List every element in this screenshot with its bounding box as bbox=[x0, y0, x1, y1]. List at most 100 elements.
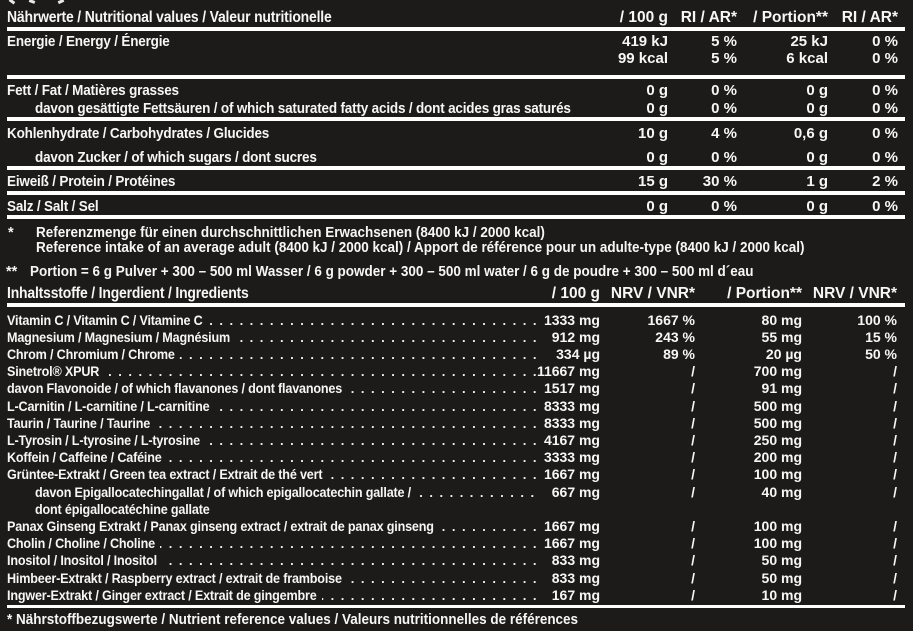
value-portion: 0,6 g bbox=[793, 125, 828, 142]
divider bbox=[7, 166, 905, 170]
nutrient-row: davon gesättigte Fettsäuren / of which s… bbox=[0, 100, 913, 117]
nrv-per-100g: / bbox=[691, 380, 695, 397]
nutrient-label: Fett / Fat / Matières grasses bbox=[7, 82, 185, 99]
nrv-per-100g: / bbox=[691, 535, 695, 552]
amount-per-100g: 8333 mg bbox=[543, 414, 600, 431]
nutrient-row: Kohlenhydrate / Carbohydrates / Glucides… bbox=[0, 125, 913, 142]
value-portion: 25 kJ 6 kcal bbox=[786, 33, 828, 67]
amount-per-100g: 167 mg bbox=[551, 586, 600, 603]
ingredient-row: ........................................… bbox=[0, 397, 913, 415]
value-ri-portion: 0 % bbox=[872, 82, 898, 99]
ingredient-row: ........................................… bbox=[0, 569, 913, 587]
value-ri-100g: 0 % bbox=[711, 198, 737, 215]
dot-leader: ........................................… bbox=[7, 364, 540, 380]
ingredient-row: ........................................… bbox=[0, 380, 913, 398]
nrv-per-100g: 243 % bbox=[655, 328, 695, 345]
ingredient-row: ........................................… bbox=[0, 311, 913, 329]
value-ri-portion: 0 % bbox=[872, 198, 898, 215]
ingredient-row-continuation: dont épigallocatéchine gallate bbox=[0, 500, 913, 518]
ingredient-label: Koffein / Caffeine / Caféine bbox=[7, 449, 167, 467]
divider bbox=[7, 302, 905, 307]
nutrient-row: Eiweiß / Protein / Protéines 15 g 30 % 1 g 2… bbox=[0, 173, 913, 190]
ingredient-row: ........................................… bbox=[0, 363, 913, 381]
ingredient-label: Vitamin C / Vitamin C / Vitamine C bbox=[7, 311, 208, 329]
ingredient-row: ........................................… bbox=[0, 552, 913, 570]
amount-per-100g: 833 mg bbox=[551, 569, 600, 586]
double-asterisk-marker: ** bbox=[6, 263, 18, 280]
nrv-per-100g: / bbox=[691, 483, 695, 500]
value-per-100g: 419 kJ 99 kcal bbox=[618, 33, 668, 67]
value-ri-portion: 0 % bbox=[872, 149, 898, 166]
asterisk-marker: * bbox=[8, 225, 14, 241]
cropped-print-artifact bbox=[57, 0, 65, 5]
col-header-nrv-1: NRV / VNR* bbox=[610, 284, 695, 302]
amount-per-100g: 1667 mg bbox=[543, 466, 600, 483]
ingredient-row: ........................................… bbox=[0, 449, 913, 467]
nrv-per-100g: / bbox=[691, 466, 695, 483]
value-per-100g: 0 g bbox=[646, 100, 668, 117]
amount-per-100g: 667 mg bbox=[551, 483, 600, 500]
value-per-100g: 0 g bbox=[646, 198, 668, 215]
value-per-100g: 10 g bbox=[637, 125, 668, 142]
divider bbox=[7, 215, 905, 219]
ingredient-row: ........................................… bbox=[0, 535, 913, 553]
ingredients-table-header: Inhaltsstoffe / Ingerdient / Ingredients… bbox=[0, 285, 913, 303]
col-header-per-100g: / 100 g bbox=[551, 284, 600, 302]
ingredients-table-body: ........................................… bbox=[0, 311, 913, 604]
ingredient-row: ........................................… bbox=[0, 328, 913, 347]
amount-per-100g: 1517 mg bbox=[543, 380, 600, 397]
footnote-nrv: * Nährstoffbezugswerte / Nutrient refere… bbox=[0, 612, 913, 628]
value-ri-100g: 0 % bbox=[711, 82, 737, 99]
nutrient-row: Fett / Fat / Matières grasses 0 g 0 % 0 g 0 … bbox=[0, 82, 913, 99]
amount-per-100g: 8333 mg bbox=[543, 397, 600, 414]
nrv-per-100g: / bbox=[691, 517, 695, 534]
value-portion: 0 g bbox=[806, 82, 828, 99]
nrv-per-portion: / bbox=[893, 569, 897, 586]
col-header-ri-ar-1: RI / AR* bbox=[680, 9, 737, 26]
ingredient-label: Ingwer-Extrakt / Ginger extract / Extrai… bbox=[7, 586, 322, 604]
ingredient-label: Himbeer-Extrakt / Raspberry extract / ex… bbox=[7, 569, 348, 587]
footnote-line: Referenzmenge für einen durchschnittlich… bbox=[36, 225, 545, 241]
ingredient-row: ........................................… bbox=[0, 432, 913, 450]
nrv-per-portion: / bbox=[893, 380, 897, 397]
col-header-per-100g: / 100 g bbox=[619, 9, 668, 26]
nutrient-label: Salz / Salt / Sel bbox=[7, 198, 104, 215]
amount-per-100g: 912 mg bbox=[551, 328, 600, 345]
value-portion: 0 g bbox=[806, 149, 828, 166]
value-portion: 0 g bbox=[806, 100, 828, 117]
nrv-per-100g: 1667 % bbox=[647, 311, 695, 328]
ingredient-label: L-Carnitin / L-carnitine / L-carnitine bbox=[7, 397, 215, 415]
value-ri-100g: 0 % bbox=[711, 149, 737, 166]
nutrient-row: Energie / Energy / Énergie 419 kJ 99 kcal 5… bbox=[0, 33, 913, 72]
ingredient-row: ........................................… bbox=[0, 586, 913, 604]
nrv-per-portion: 100 % bbox=[857, 311, 897, 328]
nutrient-label: Energie / Energy / Énergie bbox=[7, 33, 176, 72]
nrv-per-portion: 50 % bbox=[865, 346, 897, 363]
nrv-per-100g: / bbox=[691, 586, 695, 603]
value-per-100g-line: 419 kJ bbox=[622, 33, 668, 50]
nrv-per-portion: / bbox=[893, 535, 897, 552]
divider bbox=[7, 117, 905, 121]
nutrient-row: davon Zucker / of which sugars / dont su… bbox=[0, 149, 913, 166]
value-per-100g: 15 g bbox=[637, 173, 668, 190]
ingredient-row: ........................................… bbox=[0, 483, 913, 501]
ingredient-label: Panax Ginseng Extrakt / Panax ginseng ex… bbox=[7, 517, 440, 536]
value-per-100g: 0 g bbox=[646, 149, 668, 166]
amount-per-100g: 4167 mg bbox=[543, 432, 600, 449]
nutrition-table-title: Nährwerte / Nutritional values / Valeur … bbox=[7, 9, 332, 26]
value-per-100g: 0 g bbox=[646, 82, 668, 99]
nutrient-label: davon Zucker / of which sugars / dont su… bbox=[35, 149, 323, 166]
nutrition-table-header: Nährwerte / Nutritional values / Valeur … bbox=[0, 8, 913, 27]
ingredient-row: ........................................… bbox=[0, 346, 913, 364]
ingredient-label: Magnesium / Magnesium / Magnésium bbox=[7, 328, 236, 347]
ingredient-row: ........................................… bbox=[0, 414, 913, 433]
nrv-per-portion: / bbox=[893, 363, 897, 380]
divider bbox=[7, 604, 905, 608]
amount-per-portion: 250 mg bbox=[753, 432, 802, 449]
ingredient-label: Cholin / Choline / Choline bbox=[7, 535, 161, 553]
nrv-per-portion: / bbox=[893, 466, 897, 483]
divider bbox=[7, 27, 905, 31]
footnote-line: Portion = 6 g Pulver + 300 – 500 ml Wass… bbox=[30, 263, 754, 280]
amount-per-portion: 20 µg bbox=[765, 346, 802, 363]
